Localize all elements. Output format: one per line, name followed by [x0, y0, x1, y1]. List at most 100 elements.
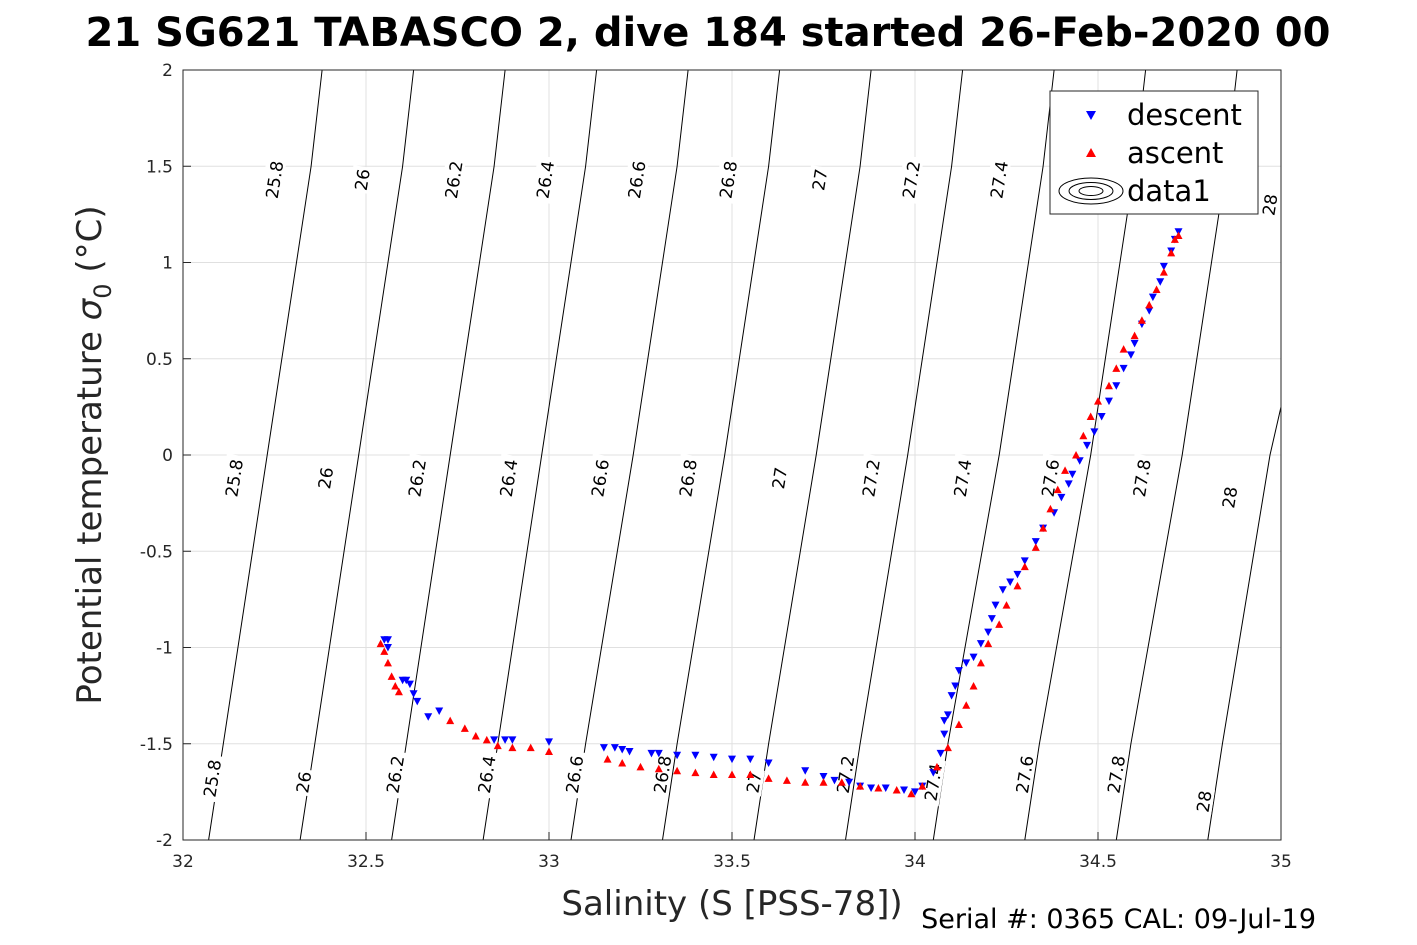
ascent-point — [394, 687, 403, 696]
descent-point — [900, 786, 909, 794]
ascent-point — [962, 701, 971, 709]
ascent-point — [907, 789, 916, 798]
y-tick-label: -1.5 — [140, 735, 173, 755]
isopycnal-label: 26.4 — [530, 155, 559, 204]
descent-point — [819, 772, 828, 781]
descent-point — [625, 747, 634, 756]
isopycnal-label-text: 26 — [315, 466, 338, 491]
ascent-point — [383, 658, 392, 667]
isopycnal-label-text: 28 — [1259, 193, 1282, 218]
ascent-point — [618, 759, 627, 767]
y-tick-label: 0 — [162, 446, 173, 466]
isopycnal-label: 28 — [1257, 190, 1283, 220]
ascent-point — [1130, 331, 1139, 340]
ascent-point — [1152, 285, 1161, 293]
ascent-point — [892, 785, 901, 794]
data-series — [376, 228, 1183, 798]
x-tick-label: 33.5 — [713, 852, 751, 872]
descent-point — [435, 707, 444, 716]
ascent-point — [603, 755, 612, 763]
ascent-point — [943, 743, 952, 752]
ascent-point — [493, 741, 502, 750]
isopycnal-label: 26.2 — [402, 453, 431, 503]
ascent-point — [819, 778, 828, 786]
isopycnal-label: 26.2 — [380, 750, 409, 799]
y-tick-label: -2 — [156, 831, 173, 851]
descent-point — [943, 711, 952, 719]
y-tick-label: -0.5 — [140, 542, 173, 562]
legend-descent-label: descent — [1127, 98, 1242, 132]
ascent-point — [387, 672, 396, 680]
descent-point — [954, 667, 963, 675]
descent-point — [991, 601, 1000, 610]
ascent-point — [1046, 504, 1055, 513]
descent-point — [984, 628, 993, 637]
isopycnal-label: 27.6 — [1010, 750, 1039, 799]
descent-point — [1013, 570, 1022, 579]
ascent-point — [1159, 268, 1168, 276]
ascent-point — [782, 776, 791, 784]
descent-point — [1126, 351, 1135, 359]
ascent-point — [1170, 235, 1179, 243]
footer-serial-cal: Serial #: 0365 CAL: 09-Jul-19 — [921, 904, 1316, 935]
descent-point — [764, 759, 773, 767]
descent-point — [405, 680, 414, 689]
isopycnal-label: 26.8 — [648, 750, 676, 799]
ascent-point — [837, 778, 846, 786]
ascent-point — [969, 682, 978, 690]
ascent-point — [932, 762, 941, 771]
descent-point — [383, 644, 392, 652]
isopycnal-label-text: 27 — [809, 168, 832, 193]
isopycnal-label: 26 — [312, 463, 338, 493]
ascent-point — [545, 747, 553, 755]
descent-point — [424, 713, 433, 721]
legend-ascent-label: ascent — [1127, 136, 1223, 170]
isopycnal-label: 26.4 — [472, 750, 501, 799]
ascent-point — [995, 620, 1004, 628]
isopycnal-label: 26.6 — [560, 750, 588, 799]
descent-point — [951, 682, 960, 690]
isopycnal-label: 26.2 — [439, 155, 468, 204]
ascent-point — [1086, 412, 1095, 420]
descent-point — [929, 769, 938, 777]
descent-point — [1097, 413, 1106, 421]
x-tick-label: 32.5 — [347, 852, 385, 872]
ascent-point — [764, 774, 773, 782]
descent-point — [383, 636, 392, 644]
ascent-point — [1013, 581, 1022, 590]
descent-point — [976, 640, 985, 648]
legend-descent-marker — [1086, 111, 1096, 120]
descent-point — [1083, 441, 1092, 450]
ascent-point — [874, 784, 883, 792]
x-axis-label: Salinity (S [PSS-78]) — [561, 884, 902, 924]
ascent-point — [1112, 364, 1121, 372]
y-tick-label: 2 — [162, 61, 173, 81]
descent-point — [845, 778, 854, 787]
legend: descent ascent data1 — [1049, 90, 1259, 215]
ascent-point — [508, 743, 517, 752]
descent-point — [1159, 262, 1168, 271]
ascent-point — [1039, 524, 1048, 532]
ascent-point — [1104, 381, 1113, 390]
descent-point — [728, 755, 736, 764]
ascent-point — [976, 658, 985, 667]
isopycnal-label: 27.8 — [1127, 453, 1156, 503]
descent-point — [545, 738, 553, 746]
ascent-point — [691, 768, 700, 777]
ascent-point — [1020, 562, 1029, 571]
isopycnal-label: 25.8 — [197, 753, 226, 803]
ascent-point — [1061, 466, 1070, 474]
y-tick-label: 1 — [162, 254, 173, 274]
ascent-point — [1137, 316, 1146, 324]
descent-point — [1130, 339, 1139, 348]
isopycnal-label-text: 27 — [743, 770, 766, 795]
isopycnal-label-text: 28 — [1219, 485, 1242, 510]
ascent-point — [391, 682, 400, 690]
descent-point — [1119, 364, 1128, 373]
y-tick-label: -1 — [156, 639, 173, 659]
descent-point — [1104, 397, 1113, 406]
descent-point — [830, 776, 839, 785]
descent-point — [413, 697, 422, 706]
ascent-point — [856, 782, 865, 790]
isopycnal-label-text: 26 — [352, 168, 375, 193]
